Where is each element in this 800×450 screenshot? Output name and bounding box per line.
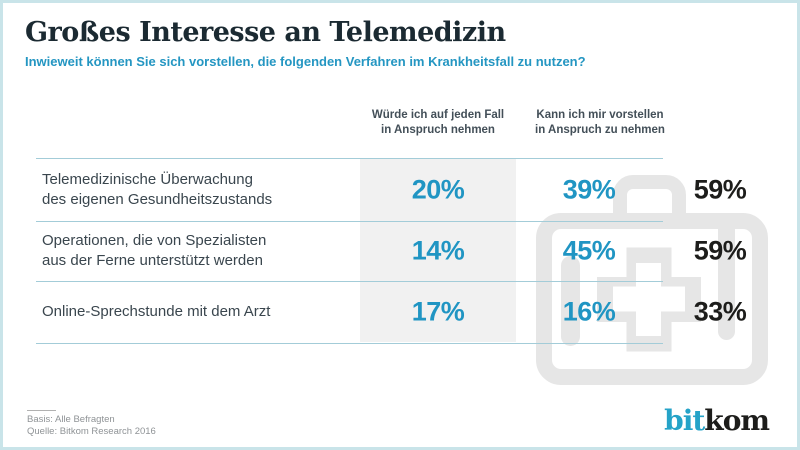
value-definitely: 20%	[411, 174, 465, 204]
value-total: 59%	[693, 235, 747, 266]
row-separator	[36, 281, 663, 282]
value-definitely: 17%	[411, 296, 465, 327]
row-label: Online-Sprechstunde mit dem Arzt	[42, 303, 271, 320]
column-header-conceivably: Kann ich mir vorstellen in Anspruch zu ne…	[535, 109, 665, 136]
value-total: 33%	[693, 296, 747, 327]
table-row: Online-Sprechstunde mit dem Arzt 17% 16%…	[3, 281, 797, 343]
row-separator	[36, 343, 663, 344]
chart-title: Großes Interesse an Telemedizin	[25, 17, 506, 48]
bitkom-logo-kom: kom	[704, 404, 770, 437]
row-label: Operationen, die von Spezialisten aus der…	[42, 232, 267, 269]
value-conceivably: 39%	[562, 174, 616, 204]
table-row: Telemedizinische Überwachung des eigenen …	[3, 158, 797, 221]
footer-divider	[27, 410, 56, 411]
footer-notes: Basis: Alle Befragten Quelle: Bitkom Res…	[27, 414, 156, 438]
highlight-column-band	[360, 159, 516, 342]
value-definitely: 14%	[411, 235, 465, 266]
row-separator	[36, 221, 663, 222]
table-row: Operationen, die von Spezialisten aus der…	[3, 221, 797, 281]
source-note: Quelle: Bitkom Research 2016	[27, 426, 156, 437]
basis-note: Basis: Alle Befragten	[27, 414, 115, 425]
bitkom-logo: bitkom	[664, 404, 770, 437]
row-label: Telemedizinische Überwachung des eigenen …	[42, 170, 273, 208]
value-conceivably: 45%	[562, 235, 616, 266]
value-conceivably: 16%	[562, 296, 616, 327]
row-separator	[36, 158, 663, 159]
bitkom-logo-bit: bit	[664, 404, 705, 437]
value-total: 59%	[693, 174, 747, 204]
chart-subtitle: Inwieweit können Sie sich vorstellen, di…	[25, 54, 586, 69]
first-aid-case-icon	[536, 175, 768, 385]
column-header-definitely: Würde ich auf jeden Fall in Anspruch nehm…	[371, 109, 505, 136]
